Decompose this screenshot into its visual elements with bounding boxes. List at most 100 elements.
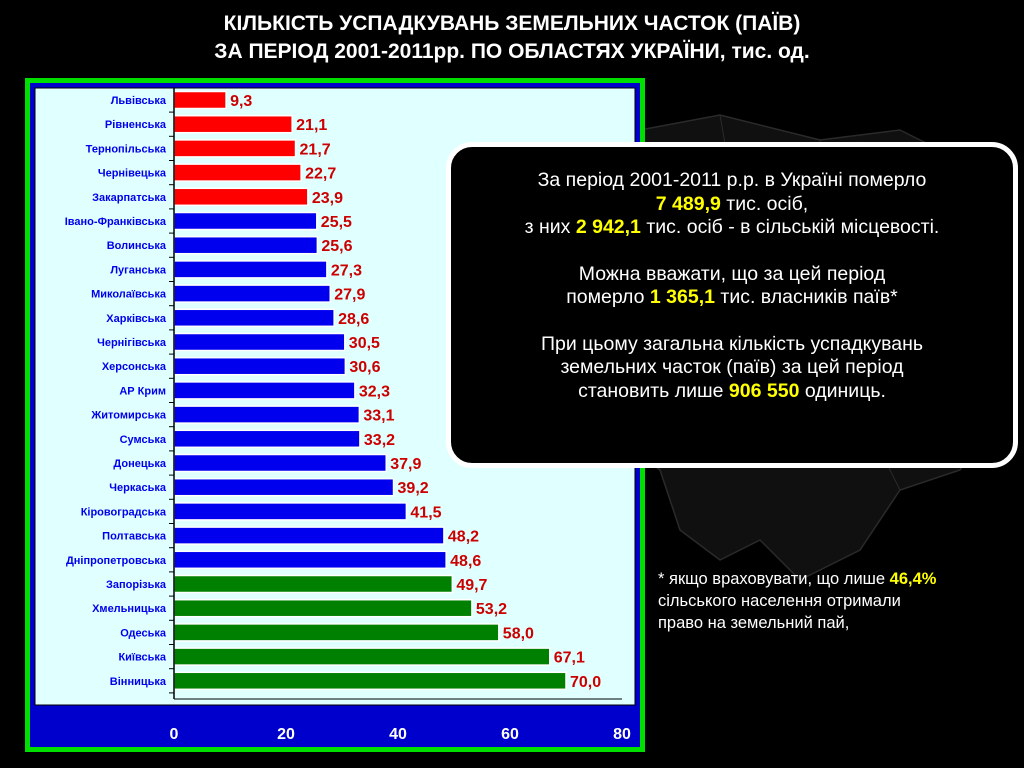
footnote-text: право на земельний пай, bbox=[658, 614, 850, 632]
category-label: Рівненська bbox=[105, 119, 167, 131]
bar bbox=[173, 429, 361, 449]
bar bbox=[173, 647, 551, 666]
bar bbox=[173, 477, 395, 497]
value-label: 27,9 bbox=[334, 287, 365, 304]
info-text: тис. власників паїв* bbox=[714, 286, 898, 308]
category-label: Черкаська bbox=[109, 482, 167, 494]
bar bbox=[173, 550, 447, 570]
category-label: АР Крим bbox=[119, 385, 166, 397]
bar bbox=[173, 284, 331, 303]
bar bbox=[173, 502, 408, 521]
category-label: Київська bbox=[118, 652, 166, 664]
value-label: 21,1 bbox=[296, 117, 327, 134]
value-label: 58,0 bbox=[503, 625, 534, 642]
category-label: Дніпропетровська bbox=[66, 555, 167, 567]
value-label: 33,1 bbox=[363, 408, 394, 425]
value-label: 25,5 bbox=[321, 214, 352, 231]
bar bbox=[173, 163, 302, 182]
bar bbox=[173, 114, 293, 134]
value-label: 49,7 bbox=[456, 577, 487, 594]
category-label: Тернопільська bbox=[86, 143, 167, 155]
title-line-1: КІЛЬКІСТЬ УСПАДКУВАНЬ ЗЕМЕЛЬНИХ ЧАСТОК (… bbox=[223, 12, 801, 35]
footnote-text: * якщо враховувати, що лише bbox=[658, 570, 890, 588]
x-tick-label: 20 bbox=[277, 726, 295, 743]
category-label: Полтавська bbox=[102, 531, 167, 543]
x-tick-label: 0 bbox=[170, 726, 179, 743]
category-label: Хмельницька bbox=[92, 603, 167, 615]
bar bbox=[173, 235, 319, 255]
info-text: тис. осіб, bbox=[720, 192, 809, 215]
category-label: Одеська bbox=[120, 627, 167, 639]
bar bbox=[173, 187, 309, 207]
category-label: Луганська bbox=[110, 264, 167, 276]
bar bbox=[173, 90, 227, 110]
bar-chart: Львівська 9,3 Рівненська 21,1 Тернопільська 2… bbox=[34, 87, 636, 743]
bar bbox=[173, 139, 297, 158]
info-paragraph-inheritances: При цьому загальна кількість успадкувань… bbox=[461, 333, 1003, 404]
value-label: 33,2 bbox=[364, 432, 395, 449]
value-label: 30,6 bbox=[349, 359, 380, 376]
category-label: Івано-Франківська bbox=[65, 216, 167, 228]
bar bbox=[173, 405, 361, 424]
info-text: одиниць. bbox=[799, 379, 886, 402]
bar bbox=[173, 308, 335, 328]
value-label: 22,7 bbox=[305, 166, 336, 183]
bar bbox=[173, 671, 567, 691]
x-tick-label: 60 bbox=[501, 726, 519, 743]
value-label: 30,5 bbox=[349, 335, 380, 352]
x-tick-label: 40 bbox=[389, 726, 407, 743]
value-label: 48,2 bbox=[448, 529, 479, 546]
deaths-total-value: 7 489,9 bbox=[655, 192, 721, 215]
value-label: 9,3 bbox=[230, 93, 252, 110]
category-label: Херсонська bbox=[102, 361, 167, 373]
bar bbox=[173, 211, 318, 231]
inheritances-total-value: 906 550 bbox=[728, 379, 800, 402]
info-text: померло bbox=[566, 286, 650, 308]
category-label: Донецька bbox=[113, 458, 166, 470]
value-label: 21,7 bbox=[300, 141, 331, 158]
footnote-text: сільського населення отримали bbox=[658, 592, 901, 610]
value-label: 70,0 bbox=[570, 674, 601, 691]
info-text: земельних часток (паїв) за цей період bbox=[560, 356, 904, 378]
category-label: Сумська bbox=[120, 434, 167, 446]
value-label: 25,6 bbox=[321, 238, 352, 255]
info-box: За період 2001-2011 р.р. в Україні помер… bbox=[446, 142, 1018, 468]
title-line-2: ЗА ПЕРІОД 2001-2011рр. ПО ОБЛАСТЯХ УКРАЇ… bbox=[214, 40, 810, 63]
footnote-percent: 46,4% bbox=[889, 570, 937, 588]
category-label: Вінницька bbox=[110, 676, 167, 688]
value-label: 32,3 bbox=[359, 383, 390, 400]
bar bbox=[173, 598, 473, 618]
footnote: * якщо враховувати, що лише 46,4% сільсь… bbox=[658, 568, 1018, 634]
value-label: 39,2 bbox=[398, 480, 429, 497]
category-label: Миколаївська bbox=[91, 289, 167, 301]
value-label: 41,5 bbox=[410, 504, 441, 521]
chart-title: КІЛЬКІСТЬ УСПАДКУВАНЬ ЗЕМЕЛЬНИХ ЧАСТОК (… bbox=[0, 10, 1024, 66]
bar bbox=[173, 332, 346, 352]
info-paragraph-owners: Можна вважати, що за цей період померло … bbox=[461, 263, 1003, 310]
bar bbox=[173, 260, 328, 279]
value-label: 53,2 bbox=[476, 601, 507, 618]
value-label: 23,9 bbox=[312, 190, 343, 207]
category-label: Запорізька bbox=[106, 579, 167, 591]
value-label: 48,6 bbox=[450, 553, 481, 570]
info-text: Можна вважати, що за цей період bbox=[578, 262, 886, 285]
bar bbox=[173, 381, 356, 400]
category-label: Харківська bbox=[106, 313, 167, 325]
value-label: 28,6 bbox=[338, 311, 369, 328]
category-label: Чернівецька bbox=[98, 168, 167, 180]
info-paragraph-deaths: За період 2001-2011 р.р. в Україні помер… bbox=[461, 169, 1003, 240]
category-label: Чернігівська bbox=[97, 337, 167, 349]
deaths-rural-value: 2 942,1 bbox=[575, 216, 641, 238]
info-text: тис. осіб - в сільській місцевості. bbox=[640, 216, 940, 238]
value-label: 27,3 bbox=[331, 262, 362, 279]
category-label: Волинська bbox=[107, 240, 167, 252]
category-label: Львівська bbox=[111, 95, 167, 107]
category-label: Кіровоградська bbox=[81, 506, 167, 518]
bar bbox=[173, 453, 387, 473]
owners-deceased-value: 1 365,1 bbox=[649, 286, 715, 308]
bar bbox=[173, 356, 347, 376]
value-label: 67,1 bbox=[554, 650, 585, 667]
bar bbox=[173, 526, 445, 545]
category-label: Закарпатська bbox=[92, 192, 167, 204]
info-text: За період 2001-2011 р.р. в Україні помер… bbox=[537, 169, 927, 191]
